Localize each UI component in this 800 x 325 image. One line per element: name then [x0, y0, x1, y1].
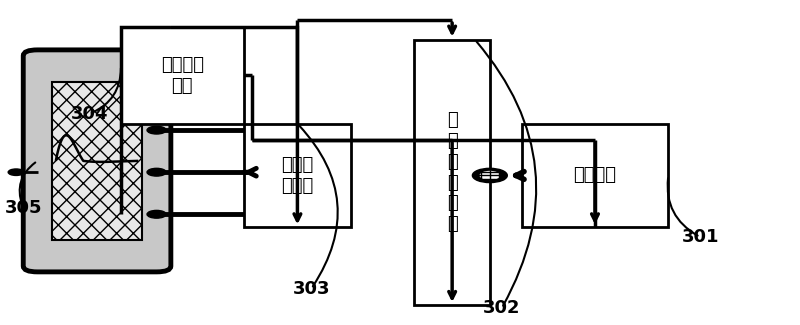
FancyBboxPatch shape [52, 82, 142, 240]
Text: 305: 305 [5, 199, 42, 217]
FancyBboxPatch shape [414, 40, 490, 305]
Circle shape [480, 172, 499, 179]
Circle shape [472, 168, 507, 183]
FancyBboxPatch shape [23, 50, 171, 272]
Circle shape [147, 168, 166, 176]
Circle shape [8, 169, 24, 176]
Circle shape [147, 210, 166, 218]
Text: 器
件
放
置
平
台: 器 件 放 置 平 台 [446, 111, 458, 233]
FancyBboxPatch shape [121, 27, 244, 124]
Text: 304: 304 [70, 105, 108, 123]
FancyBboxPatch shape [244, 124, 351, 227]
Text: 303: 303 [293, 280, 330, 298]
Text: 辐照电路: 辐照电路 [574, 166, 617, 185]
Text: 301: 301 [682, 228, 719, 246]
Text: 微机控制
系统: 微机控制 系统 [161, 56, 204, 95]
Text: 信号传
输电路: 信号传 输电路 [282, 156, 314, 195]
Circle shape [147, 126, 166, 134]
FancyBboxPatch shape [522, 124, 668, 227]
Text: 302: 302 [483, 299, 521, 317]
